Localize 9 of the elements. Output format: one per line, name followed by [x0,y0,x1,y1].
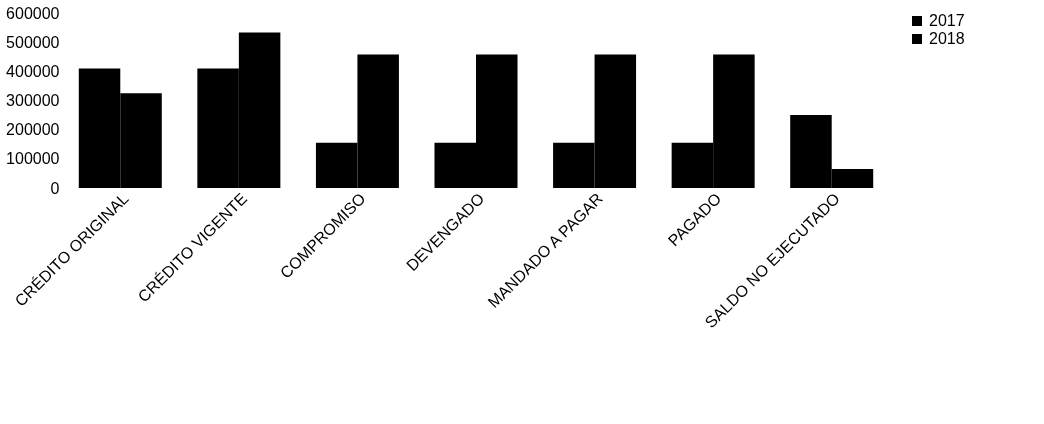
legend-label: 2017 [929,12,965,29]
legend-label: 2018 [929,30,965,47]
y-tick-label: 200000 [6,121,60,139]
y-tick-label: 100000 [6,150,60,168]
y-tick-label: 0 [50,179,60,197]
y-tick-label: 500000 [6,33,60,51]
y-tick-label: 300000 [6,92,60,109]
y-tick-label: 600000 [6,4,60,22]
y-tick-label: 400000 [6,62,60,80]
